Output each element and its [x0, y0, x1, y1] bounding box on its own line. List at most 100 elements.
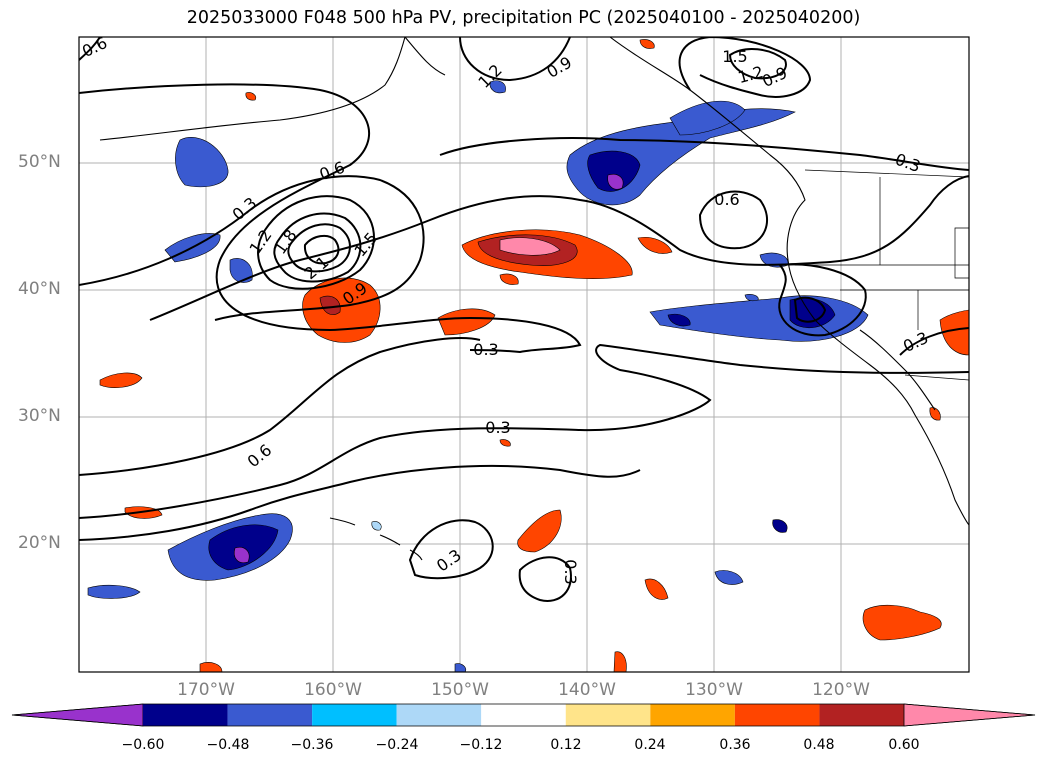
precip-blob — [199, 662, 223, 672]
colorbar-tick: 0.12 — [550, 737, 582, 753]
precip-blob — [454, 663, 467, 672]
colorbar-segment — [819, 704, 904, 726]
border-us-canada — [804, 169, 969, 178]
lat-label-30n: 30°N — [18, 406, 61, 426]
lat-label-50n: 50°N — [18, 152, 61, 172]
precip-blob — [245, 92, 257, 101]
contour-label: 0.6 — [714, 190, 739, 209]
contour-line — [408, 519, 494, 580]
contour-label: 1.5 — [722, 47, 747, 66]
contour-label: 0.3 — [561, 559, 580, 584]
colorbar-segment — [565, 704, 651, 726]
precip-blob-peak — [607, 173, 624, 190]
precip-blob — [669, 100, 746, 136]
lon-label-120w: 120°W — [812, 680, 870, 700]
precip-blob-core — [208, 524, 279, 571]
contour-line — [518, 556, 572, 602]
colorbar-tick: 0.24 — [634, 737, 666, 753]
contour-line — [728, 48, 787, 80]
contour-line — [678, 37, 812, 98]
colorbar-tick: −0.36 — [290, 737, 334, 753]
precip-positive-areas — [99, 39, 969, 672]
lon-label-160w: 160°W — [304, 680, 362, 700]
coastlines — [99, 37, 969, 561]
precip-blob — [613, 651, 627, 672]
contour-line — [793, 296, 827, 323]
contour-line — [899, 327, 969, 356]
precip-blob — [517, 509, 562, 553]
colorbar-tick: 0.48 — [803, 737, 835, 753]
precip-blob — [87, 584, 141, 599]
contour-line — [698, 190, 769, 250]
border-us-mexico — [904, 374, 969, 381]
precip-blob — [371, 521, 382, 531]
colorbar-tick: 0.60 — [888, 737, 920, 753]
lon-label-150w: 150°W — [431, 680, 489, 700]
colorbar-segment — [481, 704, 566, 726]
lon-label-140w: 140°W — [558, 680, 616, 700]
contour-line — [778, 263, 867, 337]
contour-line — [79, 337, 481, 476]
contour-line — [79, 464, 641, 541]
colorbar-outline — [11, 703, 1036, 727]
precip-blob — [939, 309, 969, 356]
colorbar-segment — [312, 704, 397, 726]
contour-line — [149, 175, 969, 321]
precip-blob — [644, 578, 669, 600]
precip-blob — [639, 39, 655, 49]
contour-line — [79, 343, 969, 519]
map-frame — [78, 36, 970, 673]
precip-blob-core — [667, 313, 691, 327]
contour-line — [439, 137, 969, 171]
contour-line — [79, 37, 101, 61]
lat-label-20n: 20°N — [18, 533, 61, 553]
colorbar-segment — [227, 704, 313, 726]
precip-blob — [714, 570, 744, 585]
contour-line — [257, 195, 375, 290]
map-title: 2025033000 F048 500 hPa PV, precipitatio… — [186, 8, 861, 28]
contour-label: 0.3 — [473, 340, 498, 359]
precip-blob — [499, 439, 511, 447]
precip-blob — [175, 137, 229, 188]
colorbar-tick: −0.24 — [375, 737, 419, 753]
colorbar-segment — [734, 704, 820, 726]
contour-label: 0.3 — [485, 418, 510, 437]
colorbar-tick: −0.48 — [206, 737, 250, 753]
lon-label-130w: 130°W — [685, 680, 743, 700]
precip-blob — [499, 273, 519, 285]
precip-blob-core — [587, 150, 641, 192]
precip-blob — [929, 407, 941, 421]
precip-blob-core — [772, 519, 788, 533]
coastline-alaska — [404, 37, 446, 76]
coastline-hawaii — [329, 517, 423, 561]
precip-blob-peak — [233, 547, 250, 563]
precip-blob — [744, 294, 759, 302]
coastline-na-west — [609, 37, 969, 526]
precip-blob — [229, 258, 253, 283]
contour-line — [79, 175, 425, 321]
colorbar-tick: 0.36 — [719, 737, 751, 753]
precip-blob — [637, 237, 673, 254]
precip-blob-peak — [499, 237, 561, 256]
colorbar-segment — [650, 704, 735, 726]
colorbar-tick: −0.12 — [459, 737, 503, 753]
contour-line — [273, 212, 362, 283]
colorbar-extend-max — [903, 703, 1036, 727]
lat-label-40n: 40°N — [18, 279, 61, 299]
precip-blob — [437, 308, 496, 336]
contour-line — [287, 223, 351, 273]
colorbar-segment — [143, 704, 228, 726]
contour-line — [79, 83, 582, 354]
pv-contours — [79, 37, 969, 602]
border-state — [954, 227, 969, 279]
precip-blob — [99, 372, 143, 388]
colorbar-segment — [396, 704, 482, 726]
colorbar-tick: −0.60 — [121, 737, 165, 753]
contour-line — [303, 234, 340, 265]
precip-blob — [489, 80, 506, 94]
coastline-baja — [859, 329, 936, 411]
borders — [795, 169, 969, 381]
lon-label-170w: 170°W — [177, 680, 235, 700]
contour-line — [459, 37, 571, 82]
